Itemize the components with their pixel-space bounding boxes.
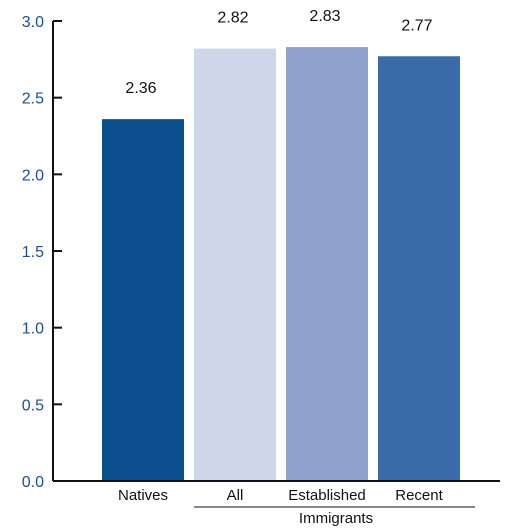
category-label: Natives [118, 487, 168, 504]
category-label: All [227, 487, 244, 504]
bar-recent [378, 56, 460, 482]
y-tick-label: 2.0 [22, 167, 44, 184]
value-label: 2.82 [217, 10, 248, 27]
y-tick-label: 1.5 [22, 244, 44, 261]
immigrants-group: Immigrants [194, 506, 475, 527]
value-label: 2.36 [125, 80, 156, 97]
x-axis: Natives All Established Recent [53, 480, 500, 504]
bar-natives [102, 119, 184, 481]
category-label: Established [288, 487, 366, 504]
y-tick-label: 0.5 [22, 397, 44, 414]
category-label: Recent [395, 487, 443, 504]
bar-all [194, 48, 276, 481]
y-tick-label: 3.0 [22, 14, 44, 31]
value-label: 2.77 [401, 17, 432, 34]
y-tick-label: 0.0 [22, 474, 44, 491]
y-axis: 0.0 0.5 1.0 1.5 2.0 2.5 3.0 [22, 14, 62, 491]
y-tick-label: 1.0 [22, 321, 44, 338]
value-label: 2.83 [309, 8, 340, 25]
immigrants-group-label: Immigrants [299, 510, 373, 527]
bars: 2.36 2.82 2.83 2.77 [102, 8, 460, 482]
bar-established [286, 47, 368, 482]
y-tick-label: 2.5 [22, 91, 44, 108]
